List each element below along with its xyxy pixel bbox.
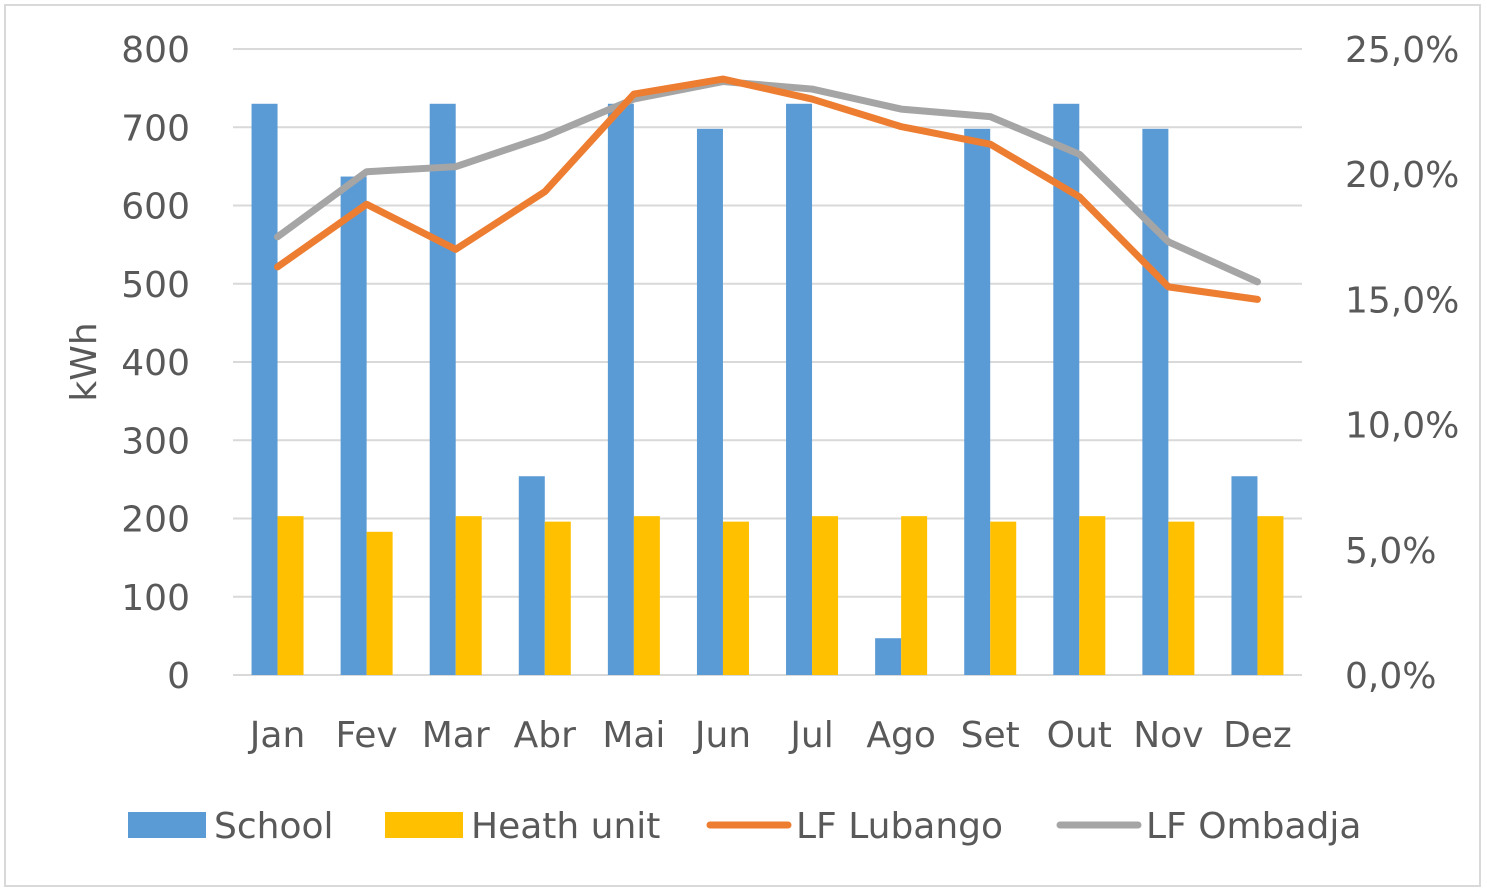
y-axis-ticks: 0 100 200 300 400 500 600 700 800 — [121, 30, 190, 697]
bar-school — [518, 476, 545, 675]
bars — [251, 103, 1284, 676]
line-lf-ombadja — [274, 78, 1261, 286]
bar-heath-unit — [633, 516, 660, 675]
y-tick-label: 300 — [121, 421, 190, 462]
legend-swatch-school — [128, 812, 206, 838]
x-tick-label: Out — [1047, 715, 1112, 756]
x-tick-label: Jul — [788, 715, 833, 756]
lines — [274, 75, 1261, 303]
y-tick-label: 500 — [121, 265, 190, 306]
gridlines — [233, 48, 1302, 676]
y2-tick-label: 5,0% — [1345, 531, 1436, 572]
bar-heath-unit — [990, 521, 1017, 675]
y2-tick-label: 0,0% — [1345, 656, 1436, 697]
x-tick-label: Nov — [1133, 715, 1203, 756]
y-tick-label: 400 — [121, 343, 190, 384]
bar-heath-unit — [1257, 516, 1284, 675]
bar-heath-unit — [544, 521, 571, 675]
y-tick-label: 700 — [121, 108, 190, 149]
legend-label-lf-ombadja: LF Ombadja — [1146, 806, 1361, 847]
bar-heath-unit — [277, 516, 304, 675]
bar-school — [1142, 128, 1169, 675]
x-tick-label: Set — [961, 715, 1020, 756]
bar-school — [340, 176, 367, 676]
bar-heath-unit — [455, 516, 482, 675]
legend-swatch-heath-unit — [385, 812, 463, 838]
x-tick-label: Ago — [866, 715, 936, 756]
x-tick-label: Mar — [422, 715, 490, 756]
y2-tick-label: 10,0% — [1345, 406, 1459, 447]
bar-heath-unit — [366, 531, 393, 675]
bar-heath-unit — [901, 516, 928, 675]
bar-school — [696, 128, 723, 675]
bar-school — [607, 103, 634, 675]
x-tick-label: Fev — [336, 715, 398, 756]
y-tick-label: 200 — [121, 500, 190, 541]
bar-school — [875, 638, 902, 675]
bar-school — [964, 128, 991, 675]
y2-tick-label: 25,0% — [1345, 30, 1459, 71]
y-tick-label: 0 — [167, 656, 190, 697]
bar-school — [786, 103, 813, 675]
y-tick-label: 600 — [121, 187, 190, 228]
x-axis-ticks: Jan Fev Mar Abr Mai Jun Jul Ago Set Out Nov Dez — [248, 715, 1292, 756]
y2-axis-ticks: 0,0% 5,0% 10,0% 15,0% 20,0% 25,0% — [1345, 30, 1459, 697]
y-tick-label: 100 — [121, 578, 190, 619]
legend-label-lf-lubango: LF Lubango — [796, 806, 1003, 847]
legend: School Heath unit LF Lubango LF Ombadja — [128, 806, 1361, 847]
bar-heath-unit — [812, 516, 839, 675]
x-tick-label: Jan — [248, 715, 306, 756]
bar-school — [251, 103, 278, 675]
y2-tick-label: 15,0% — [1345, 280, 1459, 321]
bar-school — [1231, 476, 1258, 675]
bar-heath-unit — [1168, 521, 1195, 675]
legend-label-heath-unit: Heath unit — [471, 806, 660, 847]
x-tick-label: Dez — [1223, 715, 1292, 756]
y2-tick-label: 20,0% — [1345, 155, 1459, 196]
bar-heath-unit — [722, 521, 749, 675]
x-tick-label: Abr — [514, 715, 576, 756]
y-axis-label: kWh — [64, 322, 105, 401]
line-lf-lubango — [274, 75, 1261, 303]
y-tick-label: 800 — [121, 30, 190, 71]
chart-frame — [4, 4, 1481, 887]
bar-heath-unit — [1079, 516, 1106, 675]
bar-school — [429, 103, 456, 675]
x-tick-label: Jun — [693, 715, 751, 756]
legend-label-school: School — [214, 806, 334, 847]
x-tick-label: Mai — [602, 715, 665, 756]
bar-school — [1053, 103, 1080, 675]
